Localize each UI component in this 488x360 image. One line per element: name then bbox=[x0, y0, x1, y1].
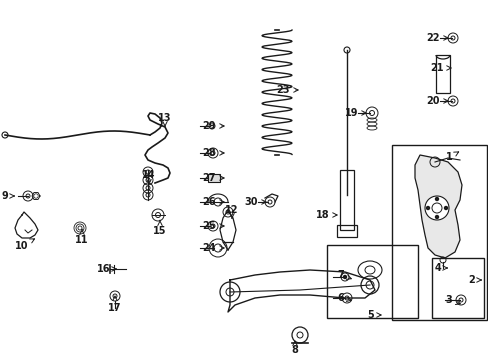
Text: 28: 28 bbox=[202, 148, 224, 158]
Bar bbox=[339, 170, 353, 230]
Text: 22: 22 bbox=[426, 33, 447, 43]
Bar bbox=[207, 174, 220, 182]
Text: 18: 18 bbox=[316, 210, 336, 220]
Text: 4: 4 bbox=[433, 263, 447, 273]
Text: 12: 12 bbox=[225, 205, 238, 218]
Text: 13: 13 bbox=[158, 113, 171, 126]
Bar bbox=[336, 225, 356, 237]
Text: 7: 7 bbox=[337, 270, 351, 280]
Text: 25: 25 bbox=[202, 221, 224, 231]
Text: 14: 14 bbox=[142, 170, 156, 184]
Text: 16: 16 bbox=[96, 264, 116, 274]
Text: 3: 3 bbox=[445, 295, 459, 305]
Circle shape bbox=[426, 207, 428, 210]
Text: 8: 8 bbox=[291, 341, 298, 355]
Bar bbox=[435, 55, 449, 93]
Bar bbox=[431, 258, 483, 318]
Text: 20: 20 bbox=[426, 96, 447, 106]
Text: 17: 17 bbox=[108, 296, 122, 313]
Text: 9: 9 bbox=[1, 191, 14, 201]
Text: 24: 24 bbox=[202, 243, 224, 253]
Circle shape bbox=[424, 196, 448, 220]
Circle shape bbox=[435, 216, 438, 219]
Text: 27: 27 bbox=[202, 173, 224, 183]
Circle shape bbox=[343, 275, 346, 279]
Text: 10: 10 bbox=[15, 239, 35, 251]
Polygon shape bbox=[414, 155, 461, 258]
Text: 19: 19 bbox=[344, 108, 366, 118]
Text: 21: 21 bbox=[429, 63, 450, 73]
Text: 6: 6 bbox=[337, 293, 350, 303]
Circle shape bbox=[444, 207, 447, 210]
Bar bbox=[391, 145, 486, 320]
Text: 30: 30 bbox=[244, 197, 265, 207]
Text: 11: 11 bbox=[75, 229, 88, 245]
Text: 26: 26 bbox=[202, 197, 224, 207]
Text: 23: 23 bbox=[276, 85, 298, 95]
Bar bbox=[326, 245, 417, 318]
Text: 2: 2 bbox=[468, 275, 480, 285]
Text: 15: 15 bbox=[153, 220, 166, 236]
Circle shape bbox=[435, 198, 438, 201]
Text: 29: 29 bbox=[202, 121, 224, 131]
Text: 5: 5 bbox=[366, 310, 380, 320]
Text: 1: 1 bbox=[446, 152, 458, 162]
